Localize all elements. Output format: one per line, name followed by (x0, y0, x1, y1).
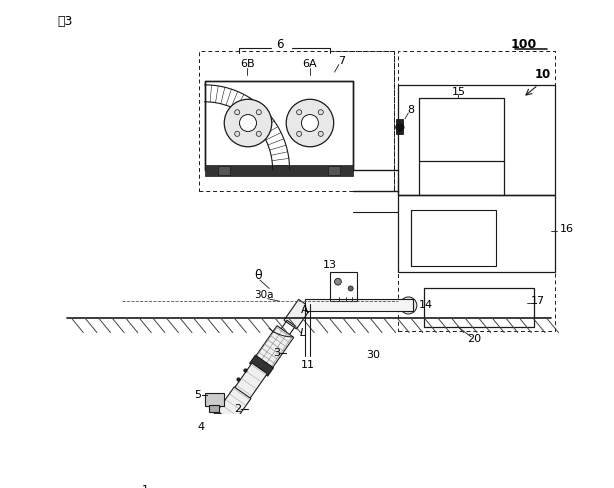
Text: 6: 6 (276, 38, 283, 51)
Circle shape (256, 131, 262, 136)
Text: 100: 100 (511, 38, 537, 51)
Circle shape (297, 110, 301, 115)
Circle shape (348, 286, 353, 291)
Bar (398, 195, 555, 271)
Circle shape (239, 115, 257, 131)
Polygon shape (216, 387, 251, 424)
Bar (398, 85, 555, 195)
Circle shape (235, 131, 239, 136)
Polygon shape (211, 411, 235, 432)
Polygon shape (183, 419, 228, 472)
Bar (204, 165, 353, 176)
Text: 6A: 6A (303, 59, 317, 69)
Bar (209, 406, 219, 412)
Polygon shape (284, 299, 311, 329)
Bar (219, 166, 230, 175)
Polygon shape (177, 462, 197, 481)
Text: 5: 5 (195, 390, 201, 400)
Text: 30a: 30a (254, 290, 273, 300)
Bar (206, 393, 224, 406)
Bar (411, 210, 495, 265)
Circle shape (318, 110, 324, 115)
Circle shape (224, 99, 272, 147)
Polygon shape (255, 325, 293, 368)
Text: 6B: 6B (240, 59, 254, 69)
Text: 14: 14 (419, 301, 433, 310)
Text: L: L (300, 328, 306, 338)
Circle shape (235, 110, 239, 115)
Bar (199, 51, 394, 191)
Text: 7: 7 (338, 56, 345, 66)
Circle shape (286, 99, 333, 147)
Text: 1: 1 (142, 485, 149, 488)
Polygon shape (169, 471, 188, 488)
Bar (328, 166, 340, 175)
Text: 2: 2 (234, 404, 241, 414)
Bar (397, 119, 403, 134)
Text: 図3: 図3 (57, 15, 72, 28)
Polygon shape (234, 363, 267, 400)
Circle shape (335, 278, 341, 285)
Polygon shape (168, 482, 182, 488)
Text: 16: 16 (559, 224, 573, 234)
Bar (305, 299, 413, 310)
Text: 30: 30 (366, 350, 379, 360)
Circle shape (318, 131, 324, 136)
Text: 15: 15 (453, 87, 466, 97)
Text: 20: 20 (467, 334, 481, 345)
Polygon shape (249, 355, 273, 376)
Bar (398, 51, 555, 331)
Circle shape (256, 110, 262, 115)
Bar (330, 271, 357, 301)
Text: A: A (301, 305, 309, 315)
Text: 4: 4 (198, 422, 205, 432)
Bar (204, 81, 353, 170)
Circle shape (297, 131, 301, 136)
Text: 11: 11 (300, 360, 314, 370)
Text: 8: 8 (407, 105, 414, 115)
Text: 3: 3 (273, 348, 280, 358)
Text: θ: θ (254, 269, 262, 282)
Bar (419, 98, 504, 161)
Circle shape (301, 115, 319, 131)
Circle shape (395, 123, 404, 131)
Circle shape (400, 297, 417, 314)
Text: 10: 10 (534, 68, 551, 81)
Text: 17: 17 (531, 296, 545, 306)
Bar (424, 288, 534, 326)
Text: 13: 13 (324, 260, 337, 270)
